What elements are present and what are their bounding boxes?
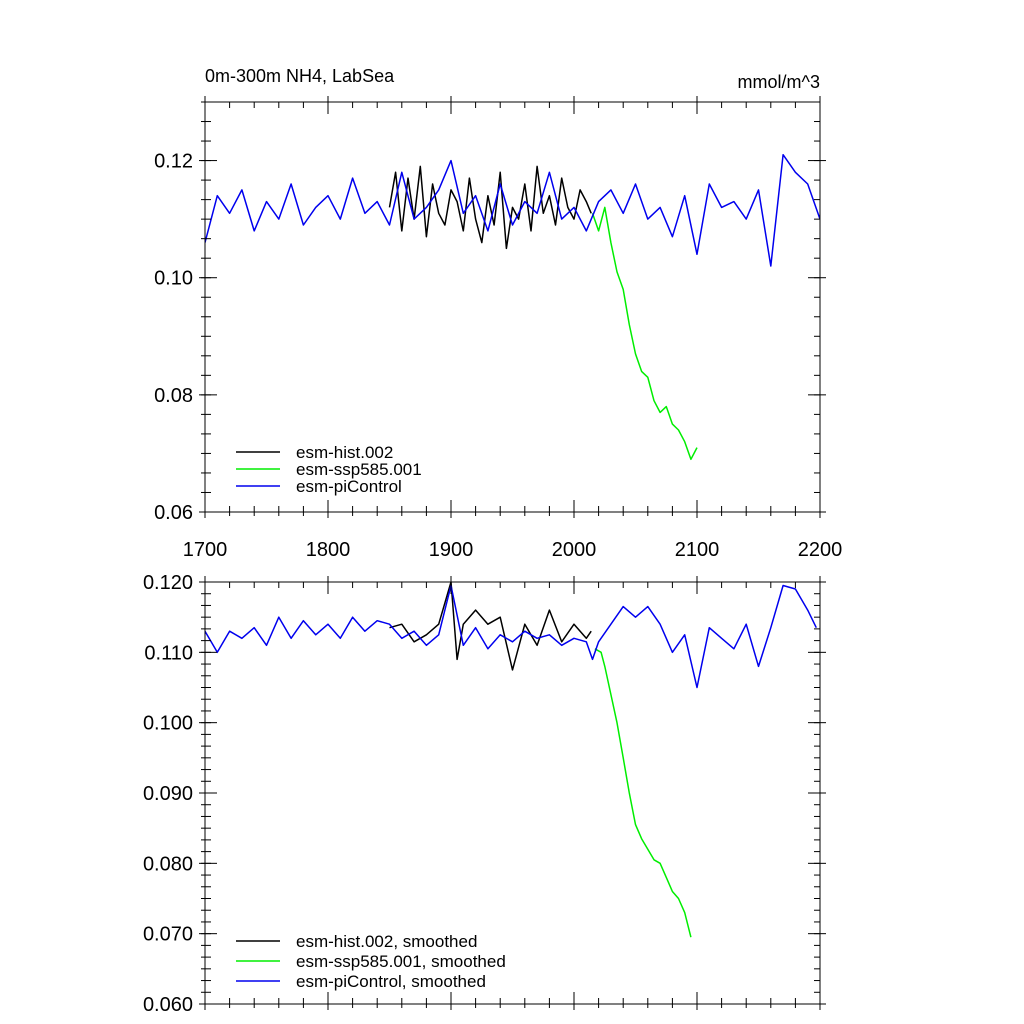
y-tick-label: 0.10 <box>154 268 193 290</box>
series-line-0-1 <box>591 206 698 461</box>
series-line-1-2 <box>205 584 817 689</box>
y-tick-label: 0.06 <box>154 502 193 524</box>
legend-label: esm-piControl <box>296 477 402 496</box>
legend-label: esm-hist.002 <box>296 443 393 462</box>
x-tick-label: 2000 <box>552 539 597 561</box>
series-line-0-0 <box>388 165 592 250</box>
legend-label: esm-hist.002, smoothed <box>296 932 477 951</box>
units-label: mmol/m^3 <box>738 72 820 92</box>
x-tick-label: 1700 <box>183 539 228 561</box>
y-tick-label: 0.120 <box>143 572 193 594</box>
y-tick-label: 0.060 <box>143 994 193 1016</box>
y-tick-label: 0.090 <box>143 783 193 805</box>
legend-label: esm-ssp585.001 <box>296 460 422 479</box>
figure-title: 0m-300m NH4, LabSea <box>205 66 395 86</box>
x-tick-label: 1800 <box>306 539 351 561</box>
x-tick-label: 2200 <box>798 539 843 561</box>
y-tick-label: 0.080 <box>143 853 193 875</box>
series-line-1-1 <box>594 648 692 938</box>
chart-top-panel: 1700 1800 1900 2000 2100 2200 0.06 0.08 0.10 0.12… <box>154 96 842 561</box>
y-tick-label: 0.110 <box>144 642 193 664</box>
x-tick-label: 1900 <box>429 539 474 561</box>
y-tick-label: 0.08 <box>154 385 193 407</box>
series-line-0-2 <box>205 153 820 267</box>
y-tick-label: 0.070 <box>143 924 193 946</box>
y-tick-label: 0.100 <box>143 713 193 735</box>
legend-label: esm-piControl, smoothed <box>296 972 486 991</box>
chart-bottom-panel: 0.060 0.070 0.080 0.090 0.100 0.110 0.120 esm-h… <box>143 572 826 1016</box>
series-line-1-0 <box>389 582 592 671</box>
legend-label: esm-ssp585.001, smoothed <box>296 952 506 971</box>
y-tick-label: 0.12 <box>154 151 193 173</box>
plot-frame <box>204 101 821 513</box>
x-tick-label: 2100 <box>675 539 720 561</box>
